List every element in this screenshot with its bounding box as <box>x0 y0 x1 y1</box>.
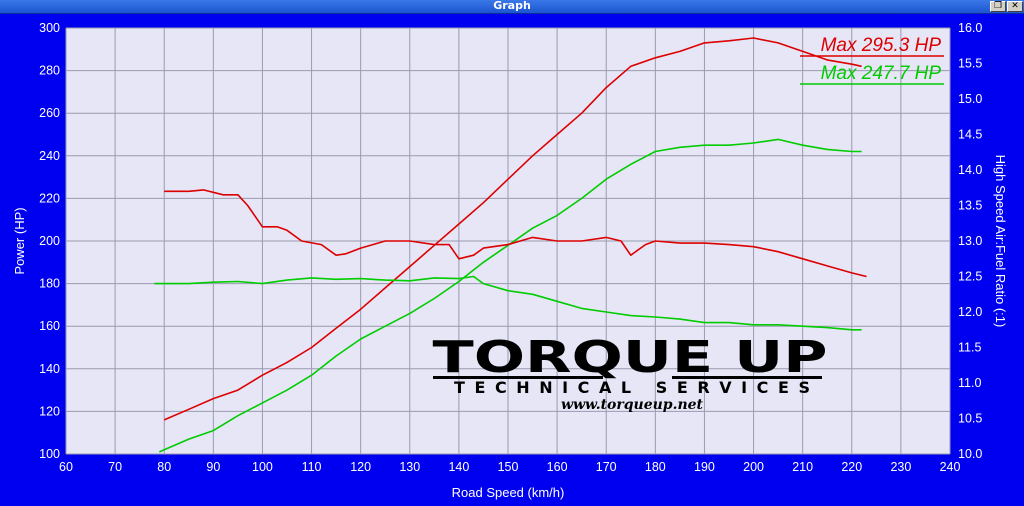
x-tick-label: 210 <box>792 460 813 474</box>
annotation-max-green: Max 247.7 HP <box>821 63 942 84</box>
y-tick-label: 180 <box>39 277 60 291</box>
x-tick-label: 90 <box>206 460 220 474</box>
y-tick-label: 300 <box>39 21 60 35</box>
y2-tick-label: 15.0 <box>958 92 982 106</box>
y2-tick-label: 10.5 <box>958 412 982 426</box>
x-tick-label: 130 <box>399 460 420 474</box>
y2-tick-label: 12.5 <box>958 270 982 284</box>
y2-tick-label: 12.0 <box>958 305 982 319</box>
y2-tick-label: 13.0 <box>958 234 982 248</box>
y-tick-label: 280 <box>39 64 60 78</box>
y-tick-label: 240 <box>39 149 60 163</box>
y2-tick-label: 10.0 <box>958 447 982 461</box>
y-tick-label: 140 <box>39 362 60 376</box>
y-tick-label: 120 <box>39 404 60 418</box>
x-axis-label: Road Speed (km/h) <box>452 485 565 500</box>
logo-underline-right <box>672 376 822 379</box>
logo-underline <box>433 376 603 379</box>
x-tick-label: 180 <box>645 460 666 474</box>
window-title: Graph <box>493 0 531 12</box>
x-tick-label: 240 <box>940 460 961 474</box>
y2-tick-label: 11.0 <box>958 376 981 390</box>
y-tick-label: 200 <box>39 234 60 248</box>
logo-name: TORQUE UP <box>433 332 828 383</box>
x-tick-label: 230 <box>890 460 911 474</box>
series-line-red-afr <box>164 189 867 278</box>
y-tick-label: 100 <box>39 447 60 461</box>
title-bar[interactable]: Graph ❐ ✕ <box>0 0 1024 14</box>
x-tick-label: 170 <box>596 460 617 474</box>
y-tick-label: 160 <box>39 319 60 333</box>
y2-tick-label: 11.5 <box>958 341 981 355</box>
x-tick-label: 140 <box>448 460 469 474</box>
y-axis-label: Power (HP) <box>12 207 27 274</box>
y-tick-label: 260 <box>39 106 60 120</box>
x-tick-label: 70 <box>108 460 122 474</box>
x-tick-label: 160 <box>547 460 568 474</box>
x-tick-label: 100 <box>252 460 273 474</box>
torque-up-logo: TORQUE UP TECHNICAL SERVICES www.torqueu… <box>433 332 828 413</box>
y-axis-ticks: 100 120 140 160 180 200 220 240 260 280 300 <box>39 21 60 461</box>
series-group <box>154 37 867 453</box>
x-tick-label: 80 <box>157 460 171 474</box>
x-tick-label: 150 <box>498 460 519 474</box>
x-tick-label: 190 <box>694 460 715 474</box>
series-line-green-afr <box>154 275 862 331</box>
y2-tick-label: 15.5 <box>958 57 982 71</box>
x-tick-label: 120 <box>350 460 371 474</box>
annotation-max-red: Max 295.3 HP <box>821 35 942 56</box>
y2-tick-label: 14.0 <box>958 163 982 177</box>
x-tick-label: 220 <box>841 460 862 474</box>
y2-tick-label: 16.0 <box>958 21 982 35</box>
y2-axis-label: High Speed Air:Fuel Ratio (:1) <box>993 155 1008 328</box>
series-line-green-power <box>158 138 862 453</box>
logo-url: www.torqueup.net <box>561 397 704 413</box>
x-tick-label: 110 <box>302 460 322 474</box>
restore-icon[interactable]: ❐ <box>990 1 1006 12</box>
y2-tick-label: 13.5 <box>958 199 982 213</box>
y-tick-label: 220 <box>39 191 60 205</box>
x-axis-ticks: 60 70 80 90 100 110 120 130 140 150 160 170 180 190 20… <box>59 460 960 474</box>
close-icon[interactable]: ✕ <box>1007 1 1023 12</box>
y2-axis-ticks: 10.0 10.5 11.0 11.5 12.0 12.5 13.0 13.5 14.0 14.5… <box>958 21 982 461</box>
x-tick-label: 200 <box>743 460 764 474</box>
series-line-red-power <box>163 37 862 421</box>
x-tick-label: 60 <box>59 460 73 474</box>
y2-tick-label: 14.5 <box>958 128 982 142</box>
